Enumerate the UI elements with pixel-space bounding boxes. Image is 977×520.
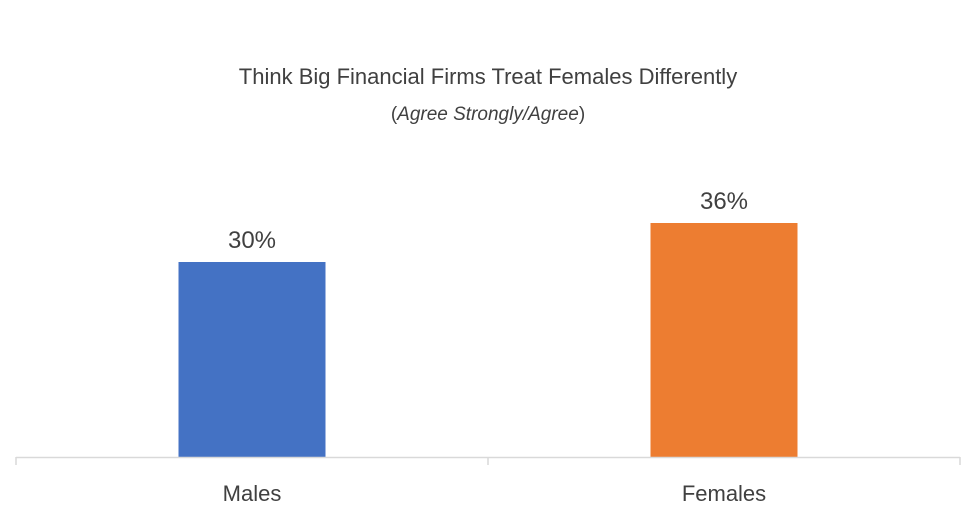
chart-subtitle: (Agree Strongly/Agree) xyxy=(391,104,585,125)
subtitle-italic-text: Agree Strongly/Agree xyxy=(396,104,579,125)
bar-males xyxy=(178,262,326,457)
x-tick-label-females: Females xyxy=(682,481,766,506)
subtitle-open-paren: ( xyxy=(391,104,398,125)
bars-layer: 30% 36% xyxy=(178,188,798,457)
x-axis: Males Females xyxy=(15,456,961,506)
chart-title: Think Big Financial Firms Treat Females … xyxy=(239,64,737,89)
data-label-males: 30% xyxy=(228,227,276,254)
subtitle-close-paren: ) xyxy=(579,104,585,125)
x-tick-label-males: Males xyxy=(223,481,282,506)
bar-females xyxy=(650,223,798,457)
data-label-females: 36% xyxy=(700,188,748,215)
